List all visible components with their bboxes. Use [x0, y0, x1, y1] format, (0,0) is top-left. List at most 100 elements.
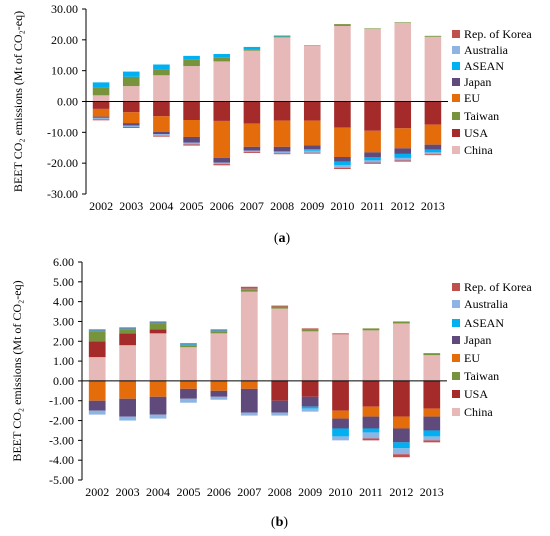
legend-swatch: [452, 408, 460, 416]
y-tick-label: -5.00: [49, 473, 74, 487]
bar-usa-2009: [303, 101, 321, 121]
bar-australia-2007: [240, 412, 258, 416]
bar-australia-2012: [393, 448, 410, 455]
y-tick-label: 0.00: [53, 374, 74, 388]
bar-usa-2003: [119, 333, 136, 346]
bar-china-2007: [243, 50, 261, 102]
bar-rep-of-korea-2008: [271, 305, 289, 307]
bar-usa-2007: [243, 101, 261, 124]
bar-australia-2009: [303, 150, 321, 153]
bar-australia-2005: [183, 142, 200, 145]
legend-label: USA: [464, 387, 488, 401]
legend-label: USA: [464, 126, 488, 140]
bar-china-2005: [183, 66, 200, 102]
bar-china-2005: [180, 347, 197, 381]
bar-asean-2012: [394, 153, 412, 158]
legend-swatch: [452, 94, 460, 102]
bar-taiwan-2006: [213, 57, 231, 62]
bar-eu-2013: [423, 408, 441, 417]
bar-rep-of-korea-2009: [301, 328, 319, 330]
legend-label: Japan: [464, 333, 491, 347]
bar-japan-2009: [301, 396, 319, 407]
bar-china-2011: [364, 29, 381, 102]
bar-eu-2002: [92, 108, 110, 117]
bar-taiwan-2013: [423, 353, 441, 356]
bar-china-2008: [273, 37, 291, 102]
x-tick-label: 2006: [207, 485, 231, 499]
x-tick-label: 2013: [421, 199, 445, 213]
bar-japan-2003: [122, 123, 140, 126]
bar-taiwan-2003: [122, 76, 140, 87]
bar-usa-2011: [362, 380, 380, 407]
bar-usa-2004: [149, 329, 167, 334]
bar-australia-2003: [122, 125, 140, 128]
bar-japan-2004: [149, 396, 167, 415]
bar-rep-of-korea-2002: [88, 329, 106, 331]
bar-taiwan-2012: [394, 22, 412, 23]
bar-australia-2004: [153, 134, 170, 136]
bar-eu-2006: [210, 380, 228, 391]
x-tick-label: 2004: [146, 485, 170, 499]
bar-usa-2009: [301, 380, 319, 397]
bar-asean-2004: [149, 322, 167, 324]
bar-rep-of-korea-2003: [119, 327, 136, 329]
bar-asean-2002: [88, 330, 106, 332]
legend-swatch: [452, 319, 460, 327]
bar-eu-2012: [393, 416, 410, 429]
bar-usa-2004: [153, 101, 170, 117]
bar-asean-2010: [332, 428, 349, 437]
bar-australia-2004: [149, 414, 167, 419]
legend-swatch: [452, 283, 460, 291]
bar-rep-of-korea-2013: [423, 440, 441, 443]
bar-china-2008: [271, 308, 289, 381]
y-tick-label: -1.00: [49, 394, 74, 408]
bar-eu-2010: [332, 410, 349, 419]
bar-australia-2005: [180, 398, 197, 403]
bar-usa-2005: [183, 101, 200, 120]
bar-australia-2003: [119, 416, 136, 421]
bar-china-2012: [393, 323, 410, 381]
bar-japan-2008: [271, 400, 289, 413]
bar-usa-2006: [213, 101, 231, 121]
bar-asean-2002: [92, 82, 110, 88]
x-tick-label: 2009: [298, 485, 322, 499]
bar-australia-2010: [332, 436, 349, 441]
bar-taiwan-2007: [243, 49, 261, 51]
bar-rep-of-korea-2002: [92, 119, 110, 121]
y-tick-label: 1.00: [53, 354, 74, 368]
chart-a: 30.00 20.00 10.00 0.00 -10.00 -20.00 -30.00 200…: [11, 2, 532, 246]
bar-australia-2002: [88, 410, 106, 415]
bar-australia-2012: [394, 157, 412, 161]
legend-label: ASEAN: [464, 316, 504, 330]
bar-japan-2007: [243, 146, 261, 151]
bar-asean-2013: [423, 430, 441, 437]
x-tick-label: 2011: [361, 199, 385, 213]
bar-taiwan-2012: [393, 321, 410, 324]
bar-china-2004: [153, 75, 170, 102]
bar-usa-2008: [273, 101, 291, 121]
x-tick-label: 2010: [329, 485, 353, 499]
y-tick-label: -30.00: [47, 187, 78, 201]
legend-swatch: [452, 390, 460, 398]
y-tick-label: 5.00: [53, 275, 74, 289]
bar-taiwan-2004: [149, 323, 167, 330]
bar-asean-2004: [153, 64, 170, 70]
bar-eu-2003: [119, 380, 136, 399]
bar-japan-2010: [334, 157, 351, 162]
bar-taiwan-2002: [88, 331, 106, 342]
bar-eu-2002: [88, 380, 106, 401]
bar-japan-2005: [180, 388, 197, 399]
bar-rep-of-korea-2010: [332, 333, 349, 335]
bar-rep-of-korea-2011: [364, 162, 381, 164]
legend-swatch: [452, 372, 460, 380]
bar-eu-2012: [394, 128, 412, 149]
bar-china-2002: [88, 357, 106, 381]
bar-usa-2012: [394, 101, 412, 129]
bar-taiwan-2002: [92, 87, 110, 96]
y-tick-label: 4.00: [53, 295, 74, 309]
bar-japan-2008: [273, 146, 291, 152]
y-tick-label: -3.00: [49, 433, 74, 447]
bar-asean-2006: [210, 330, 228, 332]
bar-eu-2003: [122, 112, 140, 124]
